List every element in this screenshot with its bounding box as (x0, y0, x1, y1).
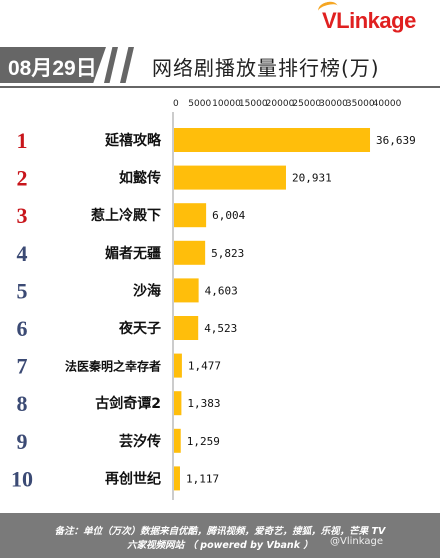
drama-name: 再创世纪 (105, 470, 161, 487)
value-label: 36,639 (376, 134, 416, 147)
weibo-watermark: @Vlinkage (330, 536, 383, 547)
drama-name: 沙海 (133, 282, 161, 299)
drama-name: 惹上冷殿下 (90, 207, 161, 224)
date-badge (0, 47, 106, 83)
x-tick-label: 10000 (212, 99, 241, 109)
drama-name: 延禧攻略 (104, 132, 162, 149)
rank-number: 1 (17, 128, 28, 153)
bar (174, 128, 371, 152)
rank-number: 3 (17, 203, 28, 228)
x-tick-label: 20000 (266, 99, 295, 109)
drama-name: 夜天子 (118, 320, 161, 337)
bar (174, 278, 199, 303)
bar (174, 316, 199, 340)
x-tick-label: 15000 (239, 99, 268, 109)
footer-note-line-2: 六家视频网站 （ powered by Vbank ） (127, 540, 313, 551)
bar (174, 240, 206, 265)
bar (174, 428, 181, 453)
drama-name: 法医秦明之幸存者 (65, 359, 161, 374)
footer-note-line-1: 备注：单位（万次）数据来自优酷，腾讯视频，爱奇艺，搜狐，乐视，芒果 TV (54, 526, 386, 537)
drama-name: 如懿传 (119, 170, 161, 187)
bar (174, 203, 207, 228)
drama-name: 媚者无疆 (105, 245, 161, 262)
rank-number: 9 (17, 429, 28, 454)
value-label: 1,383 (187, 397, 220, 410)
bar (174, 165, 286, 190)
rank-number: 7 (17, 354, 28, 379)
date-label: 08月29日 (8, 57, 97, 80)
x-tick-label: 30000 (319, 99, 348, 109)
value-label: 1,259 (187, 435, 220, 448)
value-label: 4,603 (205, 284, 238, 297)
bar (174, 391, 182, 416)
bar (174, 353, 182, 378)
rank-number: 4 (17, 241, 28, 266)
rank-number: 6 (17, 316, 28, 341)
value-label: 5,823 (211, 247, 244, 260)
drama-name: 芸汐传 (119, 433, 161, 450)
x-tick-label: 0 (173, 99, 179, 109)
value-label: 1,117 (186, 472, 219, 485)
rank-number: 10 (11, 466, 33, 491)
x-tick-label: 5000 (188, 99, 211, 109)
bar (174, 466, 180, 491)
value-label: 4,523 (204, 322, 237, 335)
logo-text: VLinkage (322, 8, 416, 33)
value-label: 1,477 (188, 360, 221, 373)
drama-name: 古剑奇谭2 (95, 395, 161, 412)
x-tick-label: 25000 (292, 99, 321, 109)
rank-number: 8 (17, 391, 28, 416)
x-tick-label: 35000 (346, 99, 375, 109)
chart-title: 网络剧播放量排行榜(万) (152, 56, 380, 80)
value-label: 20,931 (292, 172, 332, 185)
value-label: 6,004 (212, 209, 245, 222)
rank-number: 5 (17, 278, 28, 303)
rank-number: 2 (17, 166, 28, 191)
x-tick-label: 40000 (373, 99, 402, 109)
footer: 备注：单位（万次）数据来自优酷，腾讯视频，爱奇艺，搜狐，乐视，芒果 TV 六家视… (0, 513, 440, 558)
header-divider (0, 86, 440, 88)
